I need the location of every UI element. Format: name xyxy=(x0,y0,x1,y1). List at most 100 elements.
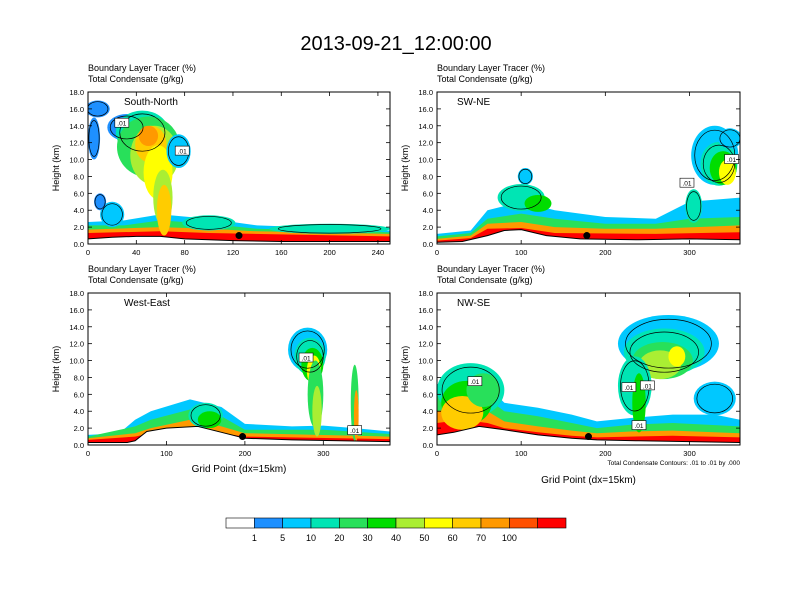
x-tick-label: 240 xyxy=(372,248,385,257)
contour-label-box xyxy=(467,376,483,386)
contour-label: .01 xyxy=(350,428,359,435)
contour-label: .01 xyxy=(682,181,691,188)
x-axis-label: Grid Point (dx=15km) xyxy=(541,475,636,486)
y-tick-label: 16.0 xyxy=(418,105,433,114)
y-tick-label: 12.0 xyxy=(418,139,433,148)
x-tick-label: 200 xyxy=(239,449,252,458)
panel1-subtitle-line1: Boundary Layer Tracer (%) xyxy=(88,63,197,73)
tracer-plume xyxy=(197,411,222,429)
tracer-plume xyxy=(693,381,736,416)
tracer-plume xyxy=(88,100,110,118)
condensate-contour xyxy=(88,120,100,157)
tracer-plume xyxy=(718,128,740,149)
y-tick-label: 14.0 xyxy=(69,122,84,131)
y-tick-label: 2.0 xyxy=(423,424,433,433)
y-tick-label: 10.0 xyxy=(69,156,84,165)
condensate-contour xyxy=(101,203,123,226)
y-tick-label: 2.0 xyxy=(74,424,84,433)
y-tick-label: 4.0 xyxy=(74,407,84,416)
contour-label-box xyxy=(298,352,314,363)
contour-footnote: Total Condensate Contours: .01 to .01 by… xyxy=(607,460,740,467)
condensate-contour xyxy=(686,191,702,221)
y-axis-label: Height (km) xyxy=(400,346,410,393)
x-tick-label: 300 xyxy=(683,248,696,257)
x-tick-label: 40 xyxy=(132,248,140,257)
figure-title: 2013-09-21_12:00:00 xyxy=(300,33,492,55)
y-tick-label: 0.0 xyxy=(423,240,433,249)
plot-frame xyxy=(436,292,741,446)
colorbar-label: 70 xyxy=(476,533,486,543)
y-tick-label: 6.0 xyxy=(423,189,433,198)
y-tick-label: 16.0 xyxy=(69,105,84,114)
x-tick-label: 200 xyxy=(599,449,612,458)
x-tick-label: 100 xyxy=(160,449,173,458)
y-tick-label: 10.0 xyxy=(69,357,84,366)
terrain xyxy=(437,425,740,445)
panel2-subtitle-line2: Total Condensate (g/kg) xyxy=(437,74,533,84)
tracer-plume xyxy=(441,396,484,430)
location-marker xyxy=(585,433,592,441)
contour-label-box xyxy=(347,425,363,435)
colorbar-label: 50 xyxy=(419,533,429,543)
x-tick-label: 100 xyxy=(515,449,528,458)
x-tick-label: 80 xyxy=(180,248,188,257)
colorbar-label: 5 xyxy=(280,533,285,543)
y-axis-label: Height (km) xyxy=(51,346,61,393)
condensate-contour xyxy=(109,115,144,140)
colorbar-label: 60 xyxy=(448,533,458,543)
condensate-contour xyxy=(94,194,106,210)
y-tick-label: 8.0 xyxy=(74,172,84,181)
tracer-plume xyxy=(138,125,159,147)
y-tick-label: 14.0 xyxy=(418,122,433,131)
contour-label: .01 xyxy=(624,385,633,392)
contour-label: .01 xyxy=(727,157,736,164)
contour-label-box xyxy=(640,380,655,391)
y-axis-label: Height (km) xyxy=(400,145,410,192)
colorbar-swatch xyxy=(480,517,510,529)
section-label: South-North xyxy=(124,97,178,108)
colorbar-swatch xyxy=(509,517,538,529)
colorbar-swatch xyxy=(282,517,312,529)
condensate-contour xyxy=(185,216,232,230)
x-tick-label: 200 xyxy=(323,248,336,257)
section-label: West-East xyxy=(124,298,170,309)
x-tick-label: 200 xyxy=(599,248,612,257)
tracer-field: .01 .01 xyxy=(437,92,740,244)
terrain xyxy=(437,229,740,244)
tracer-field: .01 .01 .01 .01 xyxy=(437,293,740,445)
panel4-subtitle-line2: Total Condensate (g/kg) xyxy=(437,275,533,285)
contour-label-box xyxy=(679,177,695,188)
x-axis-label: Grid Point (dx=15km) xyxy=(192,464,287,475)
contour-label-box xyxy=(724,154,739,164)
y-tick-label: 4.0 xyxy=(423,206,433,215)
y-tick-label: 14.0 xyxy=(69,323,84,332)
colorbar-swatch xyxy=(254,517,283,529)
condensate-contour xyxy=(441,366,500,414)
tracer-plume xyxy=(182,215,236,231)
y-tick-label: 8.0 xyxy=(423,172,433,181)
x-tick-label: 120 xyxy=(227,248,240,257)
colorbar-swatch xyxy=(395,517,425,529)
colorbar-swatch xyxy=(339,517,368,529)
colorbar-swatch xyxy=(310,517,340,529)
tracer-plume xyxy=(685,189,703,223)
y-tick-label: 4.0 xyxy=(423,407,433,416)
y-axis-label: Height (km) xyxy=(51,145,61,192)
condensate-contour xyxy=(119,113,166,152)
terrain xyxy=(88,425,390,445)
condensate-contour xyxy=(277,224,382,234)
contour-label: .01 xyxy=(634,423,643,430)
y-tick-label: 12.0 xyxy=(69,139,84,148)
colorbar-label: 40 xyxy=(391,533,401,543)
condensate-contour xyxy=(190,404,221,427)
x-tick-label: 300 xyxy=(683,449,696,458)
tracer-plume xyxy=(668,346,686,367)
colorbar-swatch xyxy=(367,517,397,529)
y-tick-label: 2.0 xyxy=(74,223,84,232)
panel-west-east: .01 .01 0.0 2.0 4.0 6.0 8.0 10.0 12.0 14.0 16.0 18.… xyxy=(51,289,391,475)
location-marker xyxy=(583,232,591,240)
contour-label-box xyxy=(631,420,647,430)
y-tick-label: 16.0 xyxy=(418,306,433,315)
x-tick-label: 100 xyxy=(515,248,528,257)
